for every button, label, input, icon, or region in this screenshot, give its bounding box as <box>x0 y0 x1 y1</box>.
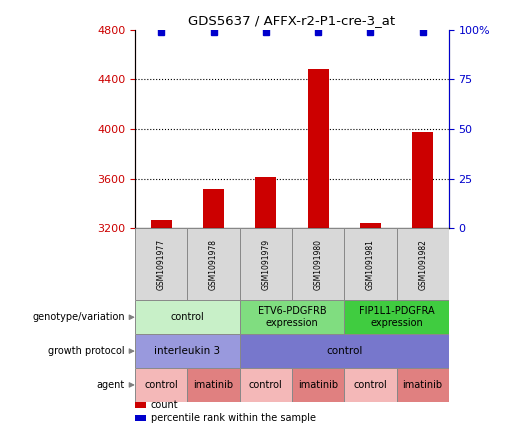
Bar <box>135 402 146 408</box>
Bar <box>344 228 396 300</box>
Text: GSM1091977: GSM1091977 <box>156 239 165 290</box>
Text: imatinib: imatinib <box>402 380 442 390</box>
Text: GSM1091979: GSM1091979 <box>261 239 270 290</box>
Bar <box>359 223 380 228</box>
Bar <box>135 228 187 300</box>
Text: count: count <box>151 400 178 410</box>
Title: GDS5637 / AFFX-r2-P1-cre-3_at: GDS5637 / AFFX-r2-P1-cre-3_at <box>188 14 395 27</box>
Text: genotype/variation: genotype/variation <box>32 312 125 322</box>
Text: imatinib: imatinib <box>297 380 337 390</box>
Bar <box>291 228 344 300</box>
Text: control: control <box>170 312 204 322</box>
Text: agent: agent <box>97 380 125 390</box>
Bar <box>187 228 239 300</box>
Bar <box>344 300 448 334</box>
Bar <box>396 368 448 402</box>
Bar <box>396 228 448 300</box>
Bar <box>135 415 146 420</box>
Bar <box>203 189 223 228</box>
Bar <box>255 178 276 228</box>
Text: FIP1L1-PDGFRA
expression: FIP1L1-PDGFRA expression <box>358 306 434 328</box>
Text: interleukin 3: interleukin 3 <box>154 346 220 356</box>
Bar <box>239 300 344 334</box>
Text: growth protocol: growth protocol <box>48 346 125 356</box>
Text: imatinib: imatinib <box>193 380 233 390</box>
Bar <box>307 69 328 228</box>
Text: control: control <box>248 380 282 390</box>
Text: GSM1091978: GSM1091978 <box>209 239 218 290</box>
Text: GSM1091981: GSM1091981 <box>365 239 374 290</box>
Bar <box>187 368 239 402</box>
Bar <box>411 132 432 228</box>
Bar <box>239 334 448 368</box>
Bar <box>135 368 187 402</box>
Text: control: control <box>325 346 362 356</box>
Bar <box>239 368 291 402</box>
Text: GSM1091982: GSM1091982 <box>417 239 427 290</box>
Text: control: control <box>353 380 386 390</box>
Text: GSM1091980: GSM1091980 <box>313 239 322 290</box>
Bar <box>291 368 344 402</box>
Bar <box>151 220 172 228</box>
Text: percentile rank within the sample: percentile rank within the sample <box>151 413 315 423</box>
Bar <box>135 334 239 368</box>
Bar <box>344 368 396 402</box>
Text: control: control <box>144 380 178 390</box>
Bar <box>135 300 239 334</box>
Text: ETV6-PDGFRB
expression: ETV6-PDGFRB expression <box>257 306 326 328</box>
Bar <box>239 228 291 300</box>
